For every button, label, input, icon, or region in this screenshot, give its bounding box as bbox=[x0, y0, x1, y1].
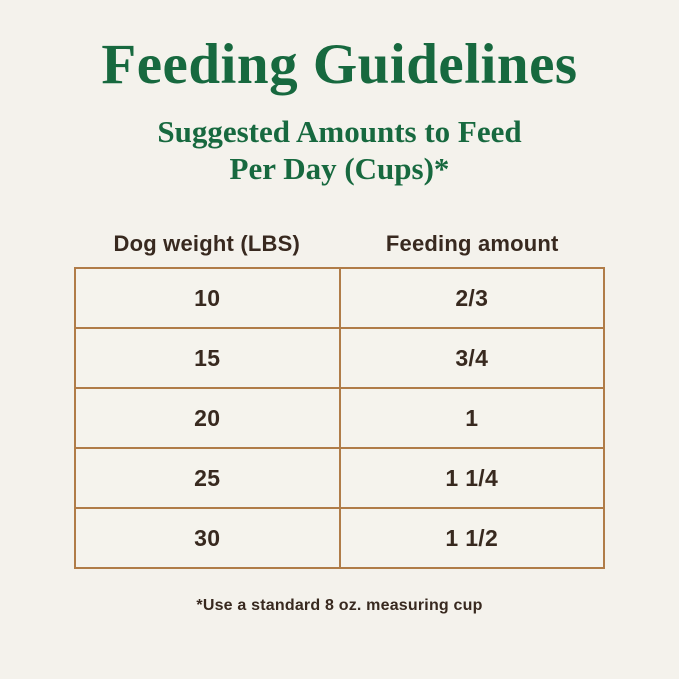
measuring-cup-footnote: *Use a standard 8 oz. measuring cup bbox=[196, 597, 483, 615]
table-row: 20 1 bbox=[74, 387, 605, 450]
table-row: 30 1 1/2 bbox=[74, 507, 605, 570]
weight-cell: 10 bbox=[74, 267, 341, 330]
feeding-table: 10 2/3 15 3/4 20 1 25 1 1/4 30 1 1/2 bbox=[74, 267, 605, 570]
table-row: 10 2/3 bbox=[74, 267, 605, 330]
column-header-feeding-amount: Feeding amount bbox=[385, 231, 559, 257]
page-title: Feeding Guidelines bbox=[101, 33, 578, 96]
amount-cell: 3/4 bbox=[338, 327, 605, 390]
weight-cell: 20 bbox=[74, 387, 341, 450]
weight-cell: 30 bbox=[74, 507, 341, 570]
weight-cell: 15 bbox=[74, 327, 341, 390]
weight-cell: 25 bbox=[74, 447, 341, 510]
feeding-table-section: Dog weight (LBS) Feeding amount 10 2/3 1… bbox=[74, 231, 605, 570]
subtitle-line-1: Suggested Amounts to Feed bbox=[157, 113, 522, 149]
amount-cell: 1 bbox=[338, 387, 605, 450]
amount-cell: 2/3 bbox=[338, 267, 605, 330]
table-column-headers: Dog weight (LBS) Feeding amount bbox=[74, 231, 605, 257]
subtitle-line-2: Per Day (Cups)* bbox=[229, 150, 450, 186]
amount-cell: 1 1/2 bbox=[338, 507, 605, 570]
amount-cell: 1 1/4 bbox=[338, 447, 605, 510]
table-row: 15 3/4 bbox=[74, 327, 605, 390]
table-row: 25 1 1/4 bbox=[74, 447, 605, 510]
page-subtitle: Suggested Amounts to Feed Per Day (Cups)… bbox=[157, 113, 521, 187]
column-header-dog-weight: Dog weight (LBS) bbox=[113, 231, 300, 257]
